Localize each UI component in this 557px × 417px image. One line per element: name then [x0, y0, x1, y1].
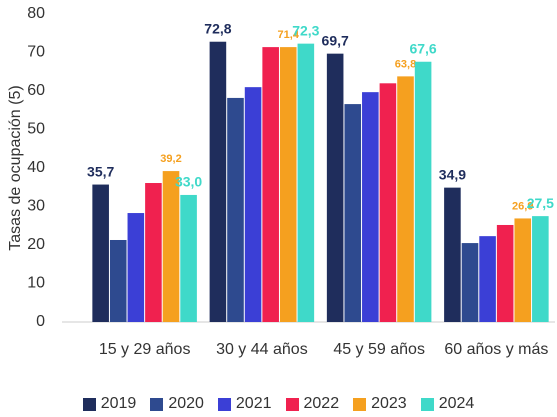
bar: [244, 87, 262, 323]
bar: [444, 187, 461, 322]
legend-label: 2023: [371, 395, 407, 412]
bar: [162, 171, 180, 322]
y-tick-label: 0: [36, 313, 45, 330]
legend-label: 2022: [303, 395, 340, 412]
bar: [180, 194, 197, 322]
data-label: 72,8: [204, 20, 231, 36]
x-tick-label: 45 y 59 años: [333, 341, 425, 358]
legend-swatch: [150, 397, 164, 411]
legend-swatch: [353, 397, 367, 411]
bar: [532, 216, 549, 322]
x-tick-label: 15 y 29 años: [98, 341, 191, 358]
bar: [109, 239, 127, 322]
data-label: 34,9: [439, 166, 466, 182]
legend-label: 2019: [100, 395, 137, 412]
data-label: 69,7: [322, 32, 349, 48]
data-label: 72,3: [292, 22, 319, 38]
data-label: 39,2: [160, 153, 181, 165]
legend-label: 2020: [168, 395, 204, 412]
bar: [514, 218, 532, 322]
bar: [209, 41, 227, 322]
bar: [496, 224, 514, 322]
data-label: 35,7: [87, 163, 114, 179]
bar: [127, 213, 145, 322]
bar: [344, 104, 362, 322]
x-tick-label: 60 años y más: [444, 341, 549, 358]
bar: [145, 183, 162, 322]
legend-item: 2022: [285, 395, 340, 413]
y-tick-label: 50: [27, 121, 45, 138]
bar: [414, 61, 432, 323]
legend-swatch: [217, 397, 231, 411]
bar: [279, 47, 297, 323]
bar: [262, 47, 279, 323]
legend-item: 2019: [82, 395, 137, 413]
y-tick-label: 20: [27, 236, 45, 253]
data-label: 27,5: [527, 195, 554, 211]
legend-label: 2021: [235, 395, 272, 412]
bar: [326, 53, 344, 322]
y-tick-label: 40: [27, 159, 45, 176]
y-tick-label: 10: [27, 275, 45, 292]
legend-item: 2021: [217, 395, 272, 413]
legend-label: 2024: [438, 395, 475, 412]
y-axis-label: Tasas de ocupación (5): [7, 85, 24, 250]
data-label: 26,9: [512, 200, 533, 212]
y-tick-label: 80: [27, 5, 45, 22]
legend-swatch: [420, 397, 434, 411]
legend-swatch: [82, 397, 96, 411]
bar: [297, 43, 315, 323]
y-tick-label: 30: [27, 198, 45, 215]
data-label: 33,0: [175, 174, 202, 190]
y-tick-label: 60: [27, 82, 45, 99]
legend-item: 2020: [150, 395, 204, 413]
x-tick-label: 30 y 44 años: [216, 341, 308, 358]
data-label: 67,6: [409, 40, 436, 56]
data-label: 71,4: [278, 29, 300, 41]
legend-item: 2023: [353, 395, 407, 413]
bar: [379, 83, 397, 322]
bar: [479, 236, 496, 322]
bar: [362, 92, 379, 322]
legend-swatch: [285, 397, 299, 411]
legend: 2019 2020 2021 2022 2023 2024: [0, 395, 557, 413]
legend-item: 2024: [420, 395, 475, 413]
data-label: 63,8: [395, 58, 416, 70]
bar: [397, 76, 414, 323]
bar: [227, 97, 244, 323]
bar: [92, 184, 109, 322]
y-tick-label: 70: [27, 44, 45, 61]
bar: [461, 243, 479, 322]
